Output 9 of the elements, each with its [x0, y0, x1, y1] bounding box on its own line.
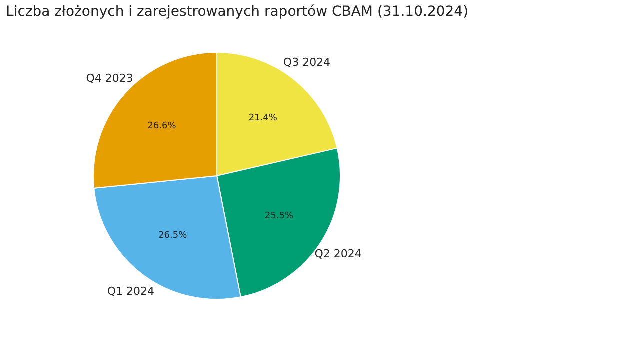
- slice-label: Q3 2024: [283, 56, 331, 69]
- data-label: 26.6%: [148, 122, 177, 132]
- data-label: 21.4%: [248, 113, 278, 124]
- slice-label: Q2 2024: [314, 247, 362, 260]
- slice-label: Q4 2023: [86, 72, 134, 85]
- chart-title: Liczba złożonych i zarejestrowanych raportów CBAM (31.10.2024): [6, 4, 469, 20]
- data-label: 26.5%: [158, 230, 188, 241]
- data-label: 25.5%: [264, 212, 294, 222]
- slice-label: Q1 2024: [107, 284, 155, 298]
